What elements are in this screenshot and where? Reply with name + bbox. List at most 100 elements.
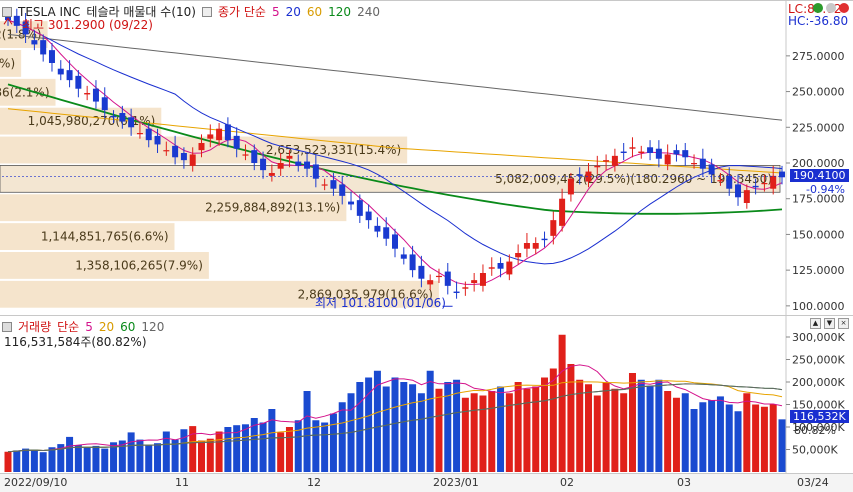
candle-body <box>629 147 636 149</box>
volume-bar <box>523 388 531 472</box>
volume-current-pct: 80.82% <box>794 424 836 437</box>
ma-240-line <box>7 33 783 121</box>
volume-profile-label: 145,347,240(0.8%) <box>0 56 15 70</box>
price-y-tick-label: 150.0000 <box>792 228 845 241</box>
volume-y-tick-label: 300,000K <box>792 331 845 344</box>
candle-body <box>532 243 539 249</box>
candle-body <box>268 173 275 176</box>
x-tick: 11 <box>175 476 189 489</box>
x-tick: 2022/09/10 <box>4 476 68 489</box>
volume-bar <box>329 413 337 472</box>
volume-profile-label: 2,259,884,892(13.1%) <box>205 201 340 215</box>
candle-body <box>260 158 267 171</box>
candle-body <box>435 275 442 278</box>
volume-chart-svg[interactable]: 300,000K 250,000K 200,000K 150,000K 100,000K… <box>0 316 853 474</box>
volume-bar <box>268 409 276 472</box>
volume-bars <box>4 334 786 472</box>
candle-body <box>365 211 372 221</box>
volume-bar <box>646 386 654 472</box>
volume-bar <box>681 393 689 472</box>
volume-bar <box>505 393 513 472</box>
volume-current-label: 116,531,584주(80.82%) <box>4 335 147 349</box>
volume-bar <box>136 439 144 472</box>
candle-body <box>136 133 143 135</box>
legend-ma-120: 120 <box>328 4 352 19</box>
volume-bar <box>426 370 434 472</box>
candle-body <box>321 184 328 186</box>
volume-bar <box>154 443 162 472</box>
current-change-label: -0.94% <box>806 183 845 196</box>
candle-body <box>180 153 187 161</box>
candle-body <box>770 175 777 189</box>
x-tick: 2023/01 <box>433 476 479 489</box>
close-icon[interactable] <box>839 3 849 13</box>
volume-bar <box>233 425 241 472</box>
volume-pane-controls: ▲ ▼ × <box>810 318 849 329</box>
price-y-tick-label: 175.0000 <box>792 193 845 206</box>
volume-bar <box>558 334 566 472</box>
volume-bar <box>611 388 619 472</box>
candle-body <box>726 175 733 189</box>
volume-profile-label: 2,653,523,331(15.4%) <box>266 143 401 157</box>
volume-bar <box>180 429 188 472</box>
candle-body <box>374 225 381 232</box>
volume-pane[interactable]: 300,000K 250,000K 200,000K 150,000K 100,000K… <box>0 315 853 474</box>
x-tick: 03/24 <box>797 476 829 489</box>
legend-swatch-icon <box>2 6 12 17</box>
volume-bar <box>57 444 65 472</box>
price-pane[interactable]: 275.0000 250.0000 225.0000 200.0000 175.0000… <box>0 0 853 316</box>
candle-body <box>779 171 785 178</box>
price-y-tick-label: 250.0000 <box>792 86 845 99</box>
maximize-icon[interactable] <box>813 3 823 13</box>
candle-body <box>312 164 319 179</box>
hc-label: HC:-36.80 <box>788 14 849 28</box>
candle-body <box>75 75 82 89</box>
candle-body <box>761 183 768 185</box>
price-y-tick-label: 100.0000 <box>792 300 845 313</box>
candle-body <box>550 220 557 236</box>
low-price-label: 최저 101.8100 (01/06) <box>315 296 446 310</box>
volume-legend-title: 거래량 <box>18 320 52 334</box>
restore-icon[interactable] <box>826 3 836 13</box>
volume-profile-label: 2,869,035,979(16.6%) <box>298 287 433 301</box>
volume-bar <box>373 370 381 472</box>
candles <box>5 8 785 299</box>
candle-body <box>172 145 179 158</box>
candle-body <box>418 265 425 279</box>
volume-profile-label: 364,223,886(2.1%) <box>0 85 50 99</box>
volume-bar <box>444 382 452 472</box>
candle-body <box>198 143 205 151</box>
volume-bar <box>453 379 461 472</box>
volume-bar <box>285 427 293 472</box>
candle-body <box>13 15 20 26</box>
volume-bar <box>734 411 742 472</box>
volume-profile-bar <box>0 78 56 106</box>
volume-current-badge: 116,532K <box>790 410 849 423</box>
candle-body <box>119 113 126 122</box>
candle-body <box>453 291 460 293</box>
volume-bar <box>118 440 126 472</box>
volume-bar <box>198 440 205 472</box>
candle-body <box>339 184 346 196</box>
volume-bar <box>365 377 373 472</box>
candle-body <box>92 88 99 102</box>
legend-symbol: TESLA INC <box>18 4 81 19</box>
volume-bar <box>145 445 153 472</box>
pane-down-icon[interactable]: ▼ <box>824 318 835 329</box>
price-chart-svg[interactable]: 275.0000 250.0000 225.0000 200.0000 175.0000… <box>0 1 853 316</box>
price-y-tick-label: 275.0000 <box>792 50 845 63</box>
pane-up-icon[interactable]: ▲ <box>810 318 821 329</box>
candle-body <box>682 150 689 158</box>
candle-body <box>57 68 64 75</box>
candle-body <box>128 117 135 128</box>
volume-bar <box>708 400 716 472</box>
candle-body <box>295 161 302 166</box>
candle-body <box>638 151 645 153</box>
pane-close-icon[interactable]: × <box>838 318 849 329</box>
candle-body <box>515 253 522 258</box>
candle-body <box>699 158 706 169</box>
candle-body <box>145 128 152 141</box>
volume-bar <box>30 449 38 472</box>
volume-bar <box>74 445 82 472</box>
candle-body <box>233 135 240 149</box>
